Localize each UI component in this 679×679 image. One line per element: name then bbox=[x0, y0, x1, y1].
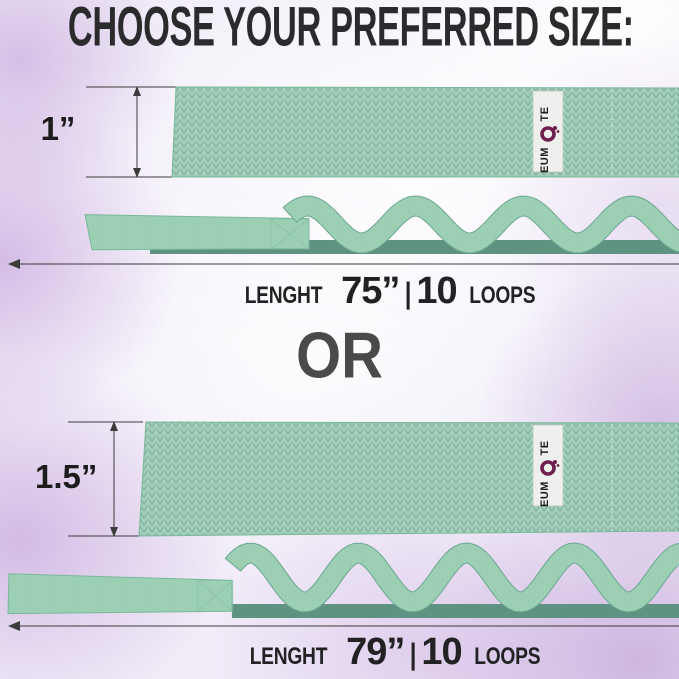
svg-text:TE: TE bbox=[539, 440, 551, 455]
svg-text:1.5”: 1.5” bbox=[35, 458, 97, 495]
svg-text:EUM: EUM bbox=[539, 481, 551, 507]
svg-text:TE: TE bbox=[539, 106, 551, 121]
svg-text:1”: 1” bbox=[41, 110, 76, 147]
svg-text:EUM: EUM bbox=[539, 147, 551, 173]
